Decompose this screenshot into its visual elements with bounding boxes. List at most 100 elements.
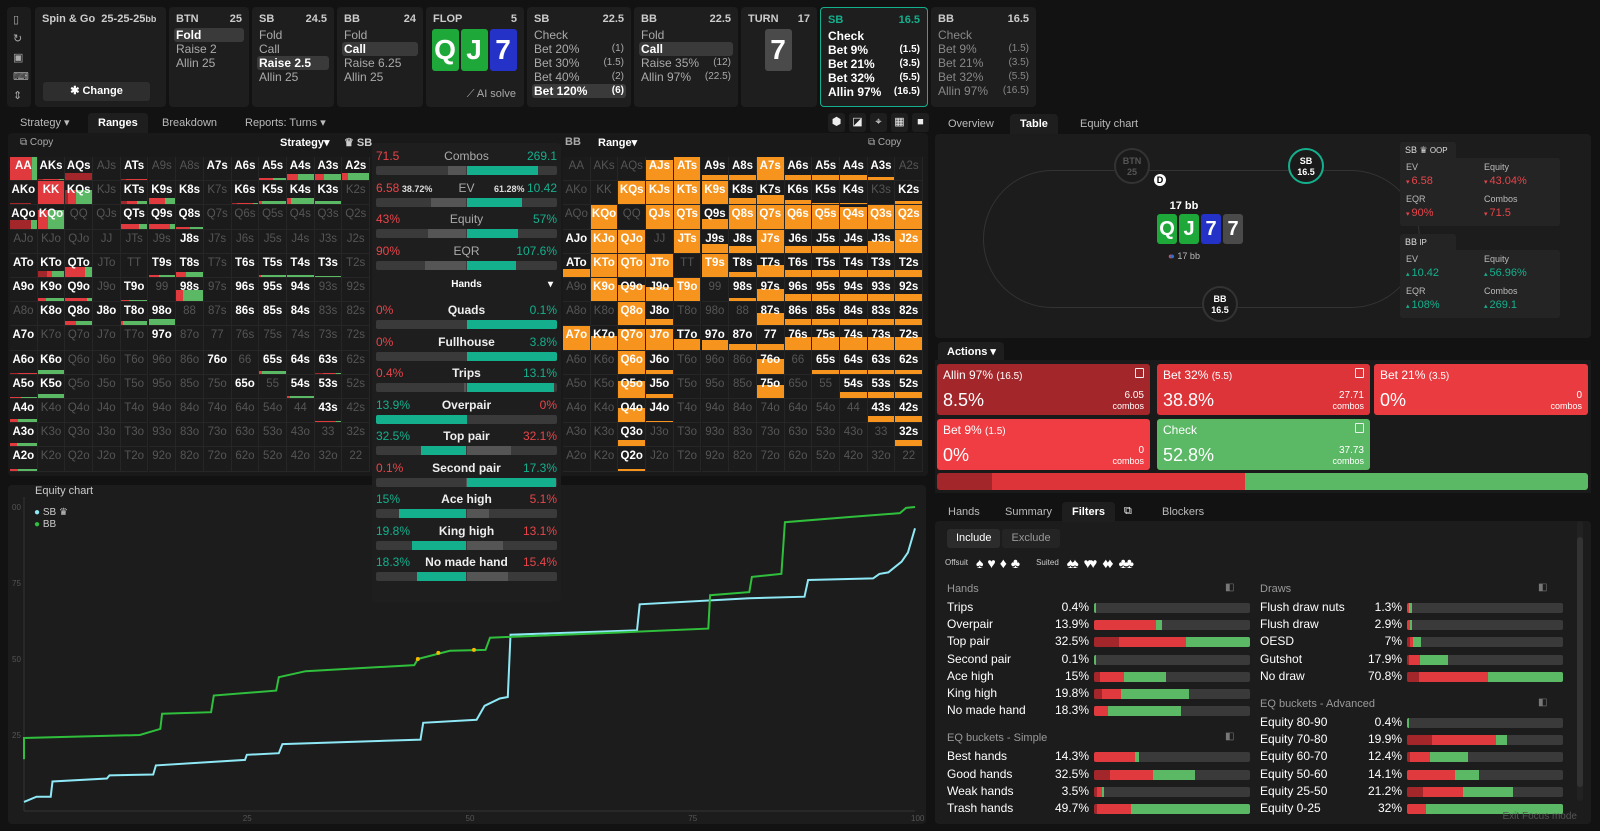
hand-cell[interactable]: 53s bbox=[314, 374, 343, 399]
filter-row[interactable]: Gutshot 17.9% bbox=[1260, 652, 1570, 668]
hand-cell[interactable]: K9s bbox=[701, 181, 730, 206]
hand-cell[interactable]: 96o bbox=[701, 350, 730, 375]
hand-cell[interactable]: KK bbox=[590, 181, 619, 206]
suit-3-icon[interactable]: ♣ bbox=[1010, 555, 1021, 571]
filter-row[interactable]: Flush draw nuts 1.3% bbox=[1260, 600, 1570, 616]
hand-cell[interactable]: A7s bbox=[756, 157, 785, 182]
hand-cell[interactable]: AKs bbox=[590, 157, 619, 182]
hand-cell[interactable]: K7s bbox=[203, 181, 232, 206]
hand-cell[interactable]: JTs bbox=[120, 229, 149, 254]
hand-cell[interactable]: AA bbox=[10, 157, 38, 182]
hand-cell[interactable]: T5o bbox=[120, 374, 149, 399]
range-dropdown[interactable]: Range▾ bbox=[598, 137, 638, 149]
legend-item-bb[interactable]: ● BB bbox=[34, 519, 68, 531]
hand-cell[interactable]: T7o bbox=[120, 326, 149, 351]
action-option[interactable]: Allin 25 bbox=[257, 70, 329, 84]
hand-cell[interactable]: T7s bbox=[756, 253, 785, 278]
hand-cell[interactable]: 93s bbox=[867, 278, 896, 303]
hand-cell[interactable]: K5o bbox=[590, 374, 619, 399]
hand-cell[interactable]: 87o bbox=[176, 326, 204, 351]
hand-cell[interactable]: T7o bbox=[673, 326, 702, 351]
hand-cell[interactable]: Q3s bbox=[867, 205, 896, 230]
collapse-icon[interactable]: ◧ bbox=[1225, 582, 1235, 593]
hand-cell[interactable]: T6o bbox=[673, 350, 702, 375]
action-card-bet-9-[interactable]: Bet 9% (1.5) 0% 0 combos bbox=[937, 419, 1150, 470]
hand-cell[interactable]: 93s bbox=[314, 278, 343, 303]
hand-cell[interactable]: KTs bbox=[673, 181, 702, 206]
hand-cell[interactable]: T9s bbox=[148, 253, 177, 278]
hand-cell[interactable]: T4s bbox=[840, 253, 868, 278]
action-option[interactable]: Check bbox=[936, 28, 1031, 42]
hand-cell[interactable]: J4o bbox=[646, 399, 674, 424]
hand-cell[interactable]: KJo bbox=[590, 229, 619, 254]
seat-sb[interactable]: SB 16.5 bbox=[1288, 148, 1324, 184]
hand-cell[interactable]: K5o bbox=[37, 374, 66, 399]
hand-cell[interactable]: AQs bbox=[65, 157, 94, 182]
hand-cell[interactable]: T2o bbox=[120, 447, 149, 472]
hand-cell[interactable]: J7s bbox=[203, 229, 232, 254]
action-option[interactable]: Bet 9% (1.5) bbox=[936, 42, 1031, 56]
suited-1-icon[interactable]: ♥♥ bbox=[1083, 555, 1098, 571]
hand-cell[interactable]: J2s bbox=[342, 229, 371, 254]
filter-row[interactable]: Good hands 32.5% bbox=[947, 767, 1257, 783]
hand-cell[interactable]: 95o bbox=[148, 374, 177, 399]
hand-cell[interactable]: 52o bbox=[259, 447, 287, 472]
hand-cell[interactable]: J6o bbox=[646, 350, 674, 375]
filter-row[interactable]: Equity 0-25 32% bbox=[1260, 801, 1570, 817]
hand-cell[interactable]: ATo bbox=[563, 253, 591, 278]
hand-cell[interactable]: 92s bbox=[895, 278, 924, 303]
hand-cell[interactable]: T7s bbox=[203, 253, 232, 278]
hand-cell[interactable]: Q7o bbox=[65, 326, 94, 351]
hand-cell[interactable]: A9s bbox=[148, 157, 177, 182]
hand-cell[interactable]: J3o bbox=[646, 423, 674, 448]
action-option[interactable]: Raise 35% (12) bbox=[639, 56, 733, 70]
hand-cell[interactable]: K9s bbox=[148, 181, 177, 206]
hand-cell[interactable]: 72s bbox=[342, 326, 371, 351]
hand-cell[interactable]: 53o bbox=[259, 423, 287, 448]
hand-cell[interactable]: 94s bbox=[287, 278, 315, 303]
hand-cell[interactable]: 72s bbox=[895, 326, 924, 351]
hand-cell[interactable]: AKo bbox=[563, 181, 591, 206]
hand-cell[interactable]: KJs bbox=[93, 181, 121, 206]
hand-cell[interactable]: 22 bbox=[342, 447, 371, 472]
hand-cell[interactable]: A3s bbox=[314, 157, 343, 182]
hand-cell[interactable]: 62o bbox=[784, 447, 813, 472]
hand-cell[interactable]: J5o bbox=[646, 374, 674, 399]
hand-cell[interactable]: 33 bbox=[867, 423, 896, 448]
hand-cell[interactable]: K4s bbox=[287, 181, 315, 206]
hand-cell[interactable]: T8o bbox=[673, 302, 702, 327]
hand-cell[interactable]: T3s bbox=[867, 253, 896, 278]
hand-cell[interactable]: QTs bbox=[120, 205, 149, 230]
hand-cell[interactable]: 42o bbox=[287, 447, 315, 472]
hand-cell[interactable]: Q7o bbox=[618, 326, 647, 351]
hand-cell[interactable]: KQs bbox=[618, 181, 647, 206]
hand-cell[interactable]: K8o bbox=[590, 302, 619, 327]
hand-cell[interactable]: Q3s bbox=[314, 205, 343, 230]
contrast-icon[interactable]: ◪ bbox=[849, 113, 866, 132]
suit-2-icon[interactable]: ♦ bbox=[999, 555, 1007, 571]
action-node-bb[interactable]: BB 24 Fold Call Raise 6.25 Allin 25 bbox=[337, 7, 423, 107]
hand-cell[interactable]: 87s bbox=[203, 302, 232, 327]
hand-cell[interactable]: K7o bbox=[37, 326, 66, 351]
hand-cell[interactable]: TT bbox=[673, 253, 702, 278]
hand-cell[interactable]: 73s bbox=[314, 326, 343, 351]
hand-cell[interactable]: 74s bbox=[840, 326, 868, 351]
hand-cell[interactable]: 95o bbox=[701, 374, 730, 399]
hand-cell[interactable]: 86o bbox=[176, 350, 204, 375]
hand-cell[interactable]: Q7s bbox=[756, 205, 785, 230]
hand-cell[interactable]: 75s bbox=[812, 326, 840, 351]
hand-cell[interactable]: Q6o bbox=[65, 350, 94, 375]
action-option[interactable]: Bet 30% (1.5) bbox=[532, 56, 626, 70]
collapse-icon[interactable]: ◧ bbox=[1225, 731, 1235, 743]
hand-cell[interactable]: T6o bbox=[120, 350, 149, 375]
filter-row[interactable]: Equity 25-50 21.2% bbox=[1260, 784, 1570, 800]
notes-icon[interactable] bbox=[1355, 368, 1364, 378]
hand-cell[interactable]: A5s bbox=[812, 157, 840, 182]
tab-table[interactable]: Table bbox=[1010, 114, 1058, 134]
hand-cell[interactable]: 64s bbox=[287, 350, 315, 375]
hand-cell[interactable]: JTo bbox=[93, 253, 121, 278]
hand-cell[interactable]: A6o bbox=[563, 350, 591, 375]
hand-cell[interactable]: Q4s bbox=[840, 205, 868, 230]
hand-cell[interactable]: JTs bbox=[673, 229, 702, 254]
hand-cell[interactable]: 85s bbox=[259, 302, 287, 327]
